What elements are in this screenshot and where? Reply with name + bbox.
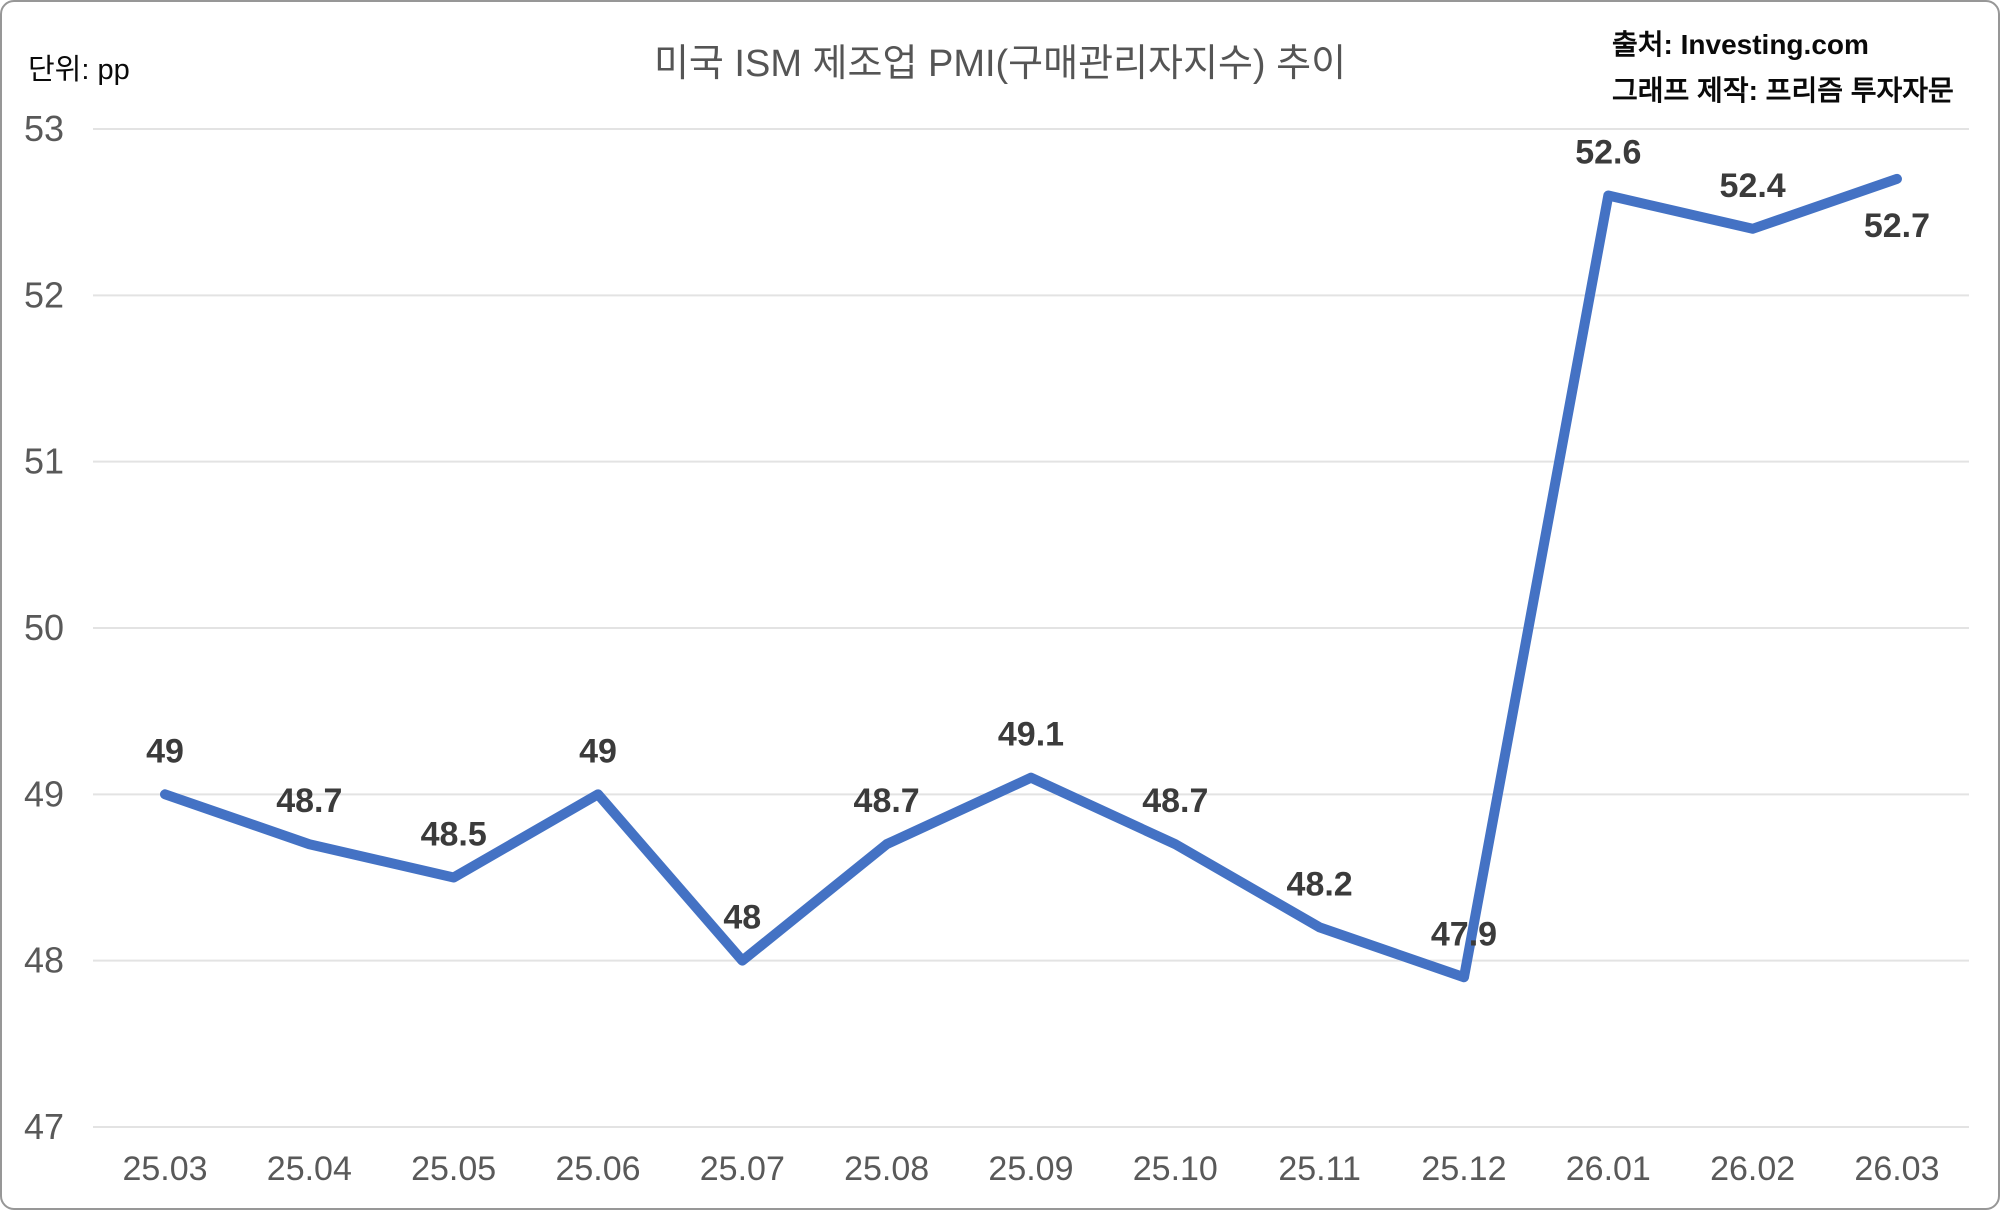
credit-line: 그래프 제작: 프리즘 투자자문 [1612,75,1954,106]
data-labels: 49 48.7 48.5 49 48 48.7 49.1 48.7 48.2 47.9 52.6 52… [146,134,1930,954]
y-axis-label: 51 [24,441,64,482]
x-axis-label: 25.04 [267,1150,352,1188]
y-axis-labels: 53 52 51 50 49 48 47 [24,108,64,1147]
unit-label: 단위: pp [28,54,130,86]
data-point-label: 47.9 [1431,915,1497,953]
source-line: 출처: Investing.com [1612,29,1869,60]
data-point-label: 49.1 [998,716,1064,754]
data-point-label: 48 [723,899,761,937]
y-axis-label: 50 [24,607,64,648]
y-axis-label: 47 [24,1106,64,1147]
data-point-label: 48.7 [276,782,342,820]
x-axis-label: 25.06 [555,1150,640,1188]
data-point-label: 49 [146,732,184,770]
x-axis-label: 26.03 [1854,1150,1939,1188]
data-point-label: 52.7 [1864,207,1930,245]
gridlines [93,128,1969,1128]
x-axis-label: 26.01 [1566,1150,1651,1188]
y-axis-label: 48 [24,940,64,981]
pmi-series-line [160,173,1902,983]
source-block: 출처: Investing.com 그래프 제작: 프리즘 투자자문 [1612,22,1954,114]
x-axis-label: 25.05 [411,1150,496,1188]
x-axis-label: 25.11 [1278,1150,1361,1188]
chart-title: 미국 ISM 제조업 PMI(구매관리자지수) 추이 [653,43,1347,85]
x-axis-label: 25.07 [700,1150,785,1188]
y-axis-label: 53 [24,108,64,149]
x-axis-label: 26.02 [1710,1150,1795,1188]
x-axis-label: 25.09 [988,1150,1073,1188]
y-axis-label: 49 [24,773,64,814]
data-point-label: 48.7 [854,782,920,820]
x-axis-label: 25.10 [1133,1150,1218,1188]
data-point-label: 48.7 [1142,782,1208,820]
data-point-label: 48.2 [1287,865,1353,903]
x-axis-label: 25.03 [122,1150,207,1188]
data-point-label: 52.6 [1575,134,1641,172]
y-axis-label: 52 [24,274,64,315]
data-point-label: 52.4 [1720,167,1786,205]
x-axis-label: 25.12 [1421,1150,1506,1188]
x-axis-labels: 25.03 25.04 25.05 25.06 25.07 25.08 25.09 25.10… [122,1150,1939,1188]
data-point-label: 48.5 [421,815,487,853]
data-point-label: 49 [579,732,617,770]
x-axis-label: 25.08 [844,1150,929,1188]
